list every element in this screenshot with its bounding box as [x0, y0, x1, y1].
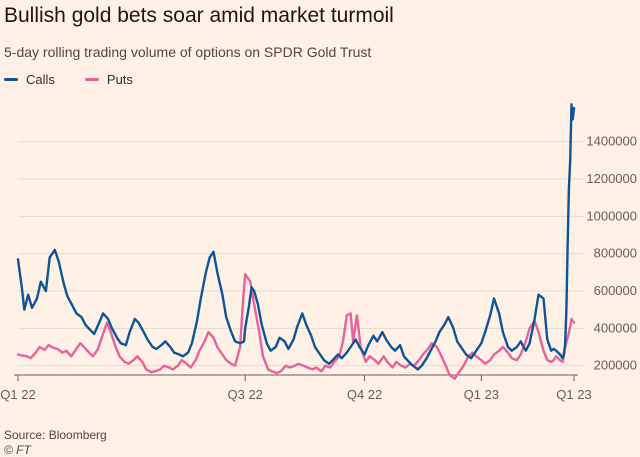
- x-tick-label: Q1 22: [0, 387, 35, 402]
- legend-swatch-puts: [84, 78, 99, 81]
- legend-swatch-calls: [4, 78, 18, 81]
- y-tick-label: 800000: [594, 246, 637, 261]
- y-tick-label: 1200000: [586, 171, 637, 186]
- series-line-calls: [16, 103, 576, 371]
- legend-item-calls: Calls: [4, 72, 55, 87]
- series-line-puts: [16, 273, 576, 380]
- ft-credit: © FT: [4, 443, 31, 457]
- source-note: Source: Bloomberg: [4, 428, 107, 442]
- x-tick-label: Q3 22: [228, 387, 263, 402]
- x-tick-label: Q4 22: [347, 387, 382, 402]
- x-tick-label: Q1 23: [556, 387, 591, 402]
- chart-subtitle: 5-day rolling trading volume of options …: [4, 44, 372, 60]
- y-tick-label: 600000: [594, 283, 637, 298]
- chart-title: Bullish gold bets soar amid market turmo…: [4, 4, 394, 27]
- y-tick-label: 1400000: [586, 134, 637, 149]
- legend-label-calls: Calls: [26, 72, 55, 87]
- y-tick-label: 1000000: [586, 208, 637, 223]
- y-tick-label: 400000: [594, 320, 637, 335]
- legend: Calls Puts: [4, 72, 133, 87]
- legend-label-puts: Puts: [106, 72, 133, 87]
- x-tick-label: Q1 23: [464, 387, 499, 402]
- y-tick-label: 200000: [594, 358, 637, 373]
- legend-item-puts: Puts: [84, 72, 133, 87]
